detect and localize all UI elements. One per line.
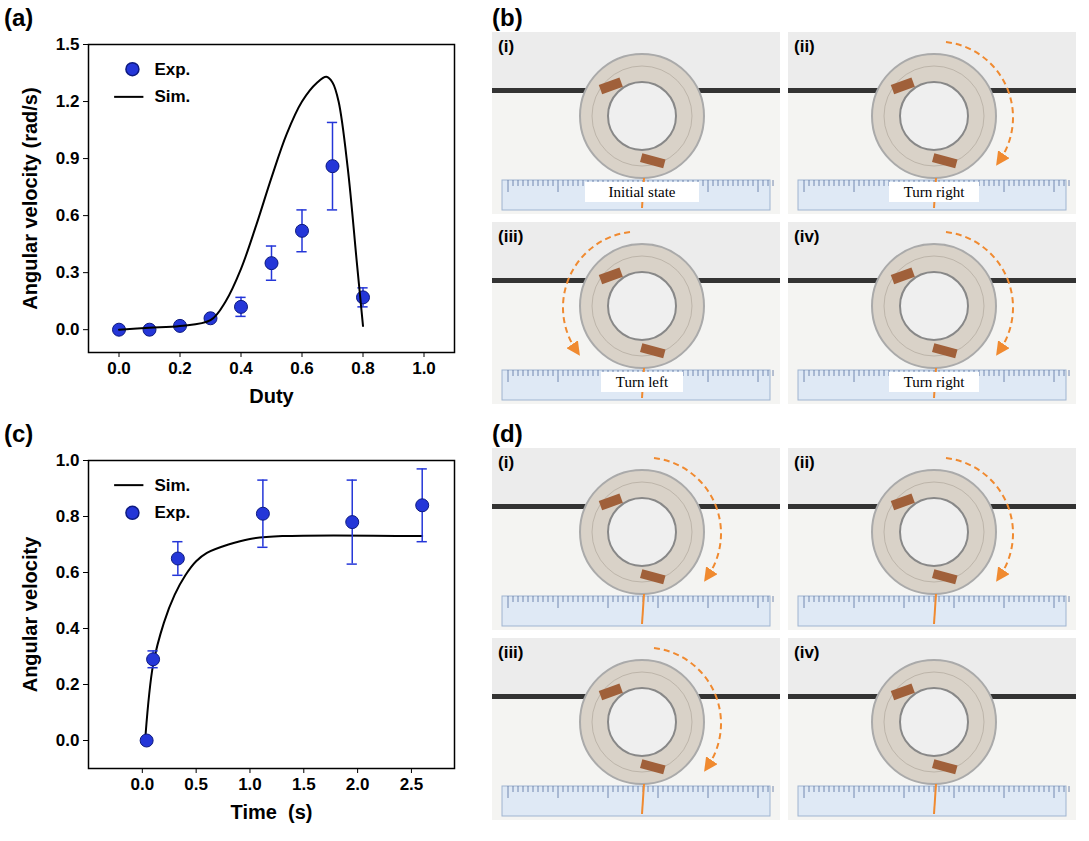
svg-text:0.8: 0.8: [56, 507, 80, 526]
svg-text:1.2: 1.2: [56, 92, 80, 111]
html-text:(a): (a): [4, 4, 34, 31]
svg-text:Exp.: Exp.: [154, 503, 190, 522]
svg-text:2.5: 2.5: [400, 775, 424, 794]
html-text:(c): (c): [4, 420, 34, 447]
svg-text:Turn left: Turn left: [616, 374, 669, 390]
svg-text:(ii): (ii): [794, 453, 815, 472]
svg-text:1.0: 1.0: [238, 775, 262, 794]
svg-text:Angular velocity: Angular velocity: [19, 536, 41, 692]
svg-text:0.2: 0.2: [168, 359, 192, 378]
html-text:(b): (b): [492, 4, 523, 31]
svg-text:(iii): (iii): [498, 643, 524, 662]
svg-text:0.8: 0.8: [351, 359, 375, 378]
svg-text:Sim.: Sim.: [154, 87, 190, 106]
html-text:(d): (d): [492, 420, 523, 447]
svg-text:0.0: 0.0: [56, 320, 80, 339]
svg-text:0.0: 0.0: [56, 731, 80, 750]
svg-text:0.0: 0.0: [107, 359, 131, 378]
svg-text:0.4: 0.4: [56, 619, 80, 638]
svg-text:(i): (i): [498, 37, 514, 56]
svg-text:0.6: 0.6: [56, 206, 80, 225]
svg-text:0.3: 0.3: [56, 263, 80, 282]
svg-text:(i): (i): [498, 453, 514, 472]
svg-text:0.0: 0.0: [131, 775, 155, 794]
svg-text:Angular velocity (rad/s): Angular velocity (rad/s): [19, 87, 41, 309]
svg-text:(iv): (iv): [794, 227, 820, 246]
svg-text:0.2: 0.2: [56, 675, 80, 694]
svg-text:(ii): (ii): [794, 37, 815, 56]
svg-text:0.5: 0.5: [184, 775, 208, 794]
svg-text:Duty: Duty: [249, 385, 294, 407]
svg-text:1.0: 1.0: [56, 451, 80, 470]
svg-text:Sim.: Sim.: [154, 476, 190, 495]
svg-text:(iii): (iii): [498, 227, 524, 246]
svg-text:0.6: 0.6: [56, 563, 80, 582]
svg-text:Time (s): Time (s): [231, 801, 313, 823]
svg-text:1.5: 1.5: [56, 35, 80, 54]
svg-text:0.6: 0.6: [290, 359, 314, 378]
svg-text:Turn right: Turn right: [904, 184, 966, 200]
svg-text:Turn right: Turn right: [904, 374, 966, 390]
svg-text:Initial state: Initial state: [608, 184, 675, 200]
svg-text:2.0: 2.0: [346, 775, 370, 794]
svg-text:Exp.: Exp.: [154, 60, 190, 79]
svg-text:(iv): (iv): [794, 643, 820, 662]
svg-text:0.4: 0.4: [229, 359, 253, 378]
svg-text:0.9: 0.9: [56, 149, 80, 168]
svg-text:1.0: 1.0: [412, 359, 436, 378]
svg-text:1.5: 1.5: [292, 775, 316, 794]
